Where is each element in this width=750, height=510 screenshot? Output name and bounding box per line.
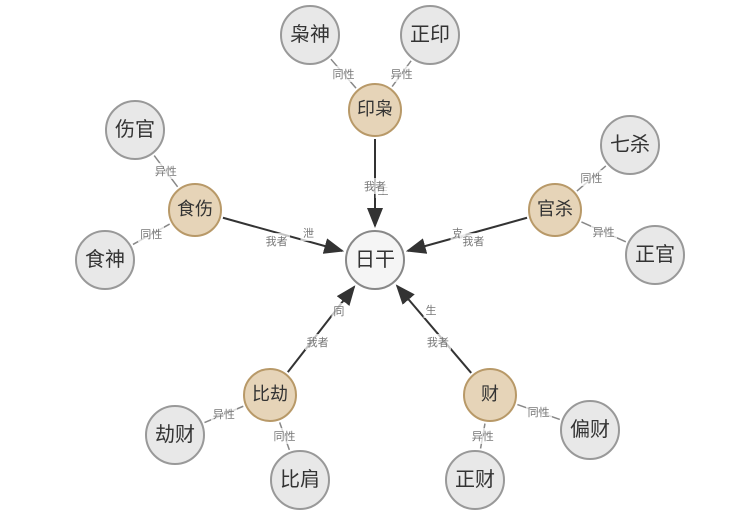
- edge-label: 同性: [138, 226, 164, 242]
- edge-label: 异性: [153, 163, 179, 179]
- edge-label: 同: [331, 303, 346, 319]
- edge-label: 我者: [362, 178, 388, 194]
- edge-label: 泄: [301, 225, 316, 241]
- edge-label: 异性: [591, 224, 617, 240]
- edge-label: 我者: [264, 233, 290, 249]
- node-cai: 财: [463, 368, 517, 422]
- node-bijie: 比劫: [243, 368, 297, 422]
- edge-label: 同性: [272, 428, 298, 444]
- edge-label: 我者: [305, 334, 331, 350]
- node-zhengyin: 正印: [400, 5, 460, 65]
- node-guansha: 官杀: [528, 183, 582, 237]
- edge-label: 我者: [425, 334, 451, 350]
- edge-label: 异性: [389, 66, 415, 82]
- edge-label: 同性: [578, 170, 604, 186]
- node-piancai: 偏财: [560, 400, 620, 460]
- edge-label: 同性: [526, 404, 552, 420]
- node-shishen: 食神: [75, 230, 135, 290]
- node-shishang: 食伤: [168, 183, 222, 237]
- node-zhengcai: 正财: [445, 450, 505, 510]
- node-bijian: 比肩: [270, 450, 330, 510]
- node-rigan: 日干: [345, 230, 405, 290]
- edge-label: 异性: [211, 406, 237, 422]
- edge-label: 我者: [460, 233, 486, 249]
- node-shangguan: 伤官: [105, 100, 165, 160]
- edge-label: 同性: [330, 66, 356, 82]
- node-zhengguan: 正官: [625, 225, 685, 285]
- node-xiaoshen: 枭神: [280, 5, 340, 65]
- edge-label: 生: [423, 302, 438, 318]
- edge-label: 异性: [470, 428, 496, 444]
- node-qisha: 七杀: [600, 115, 660, 175]
- node-yinxiao: 印枭: [348, 83, 402, 137]
- node-jiecai: 劫财: [145, 405, 205, 465]
